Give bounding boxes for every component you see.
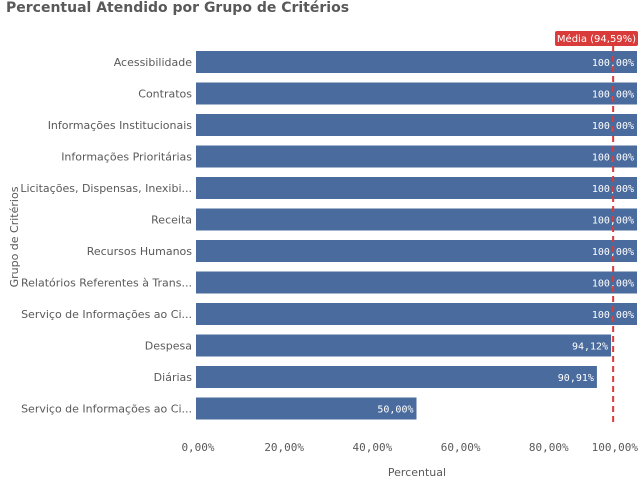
y-axis-title: Grupo de Critérios <box>8 186 21 287</box>
value-labels: 100,00%100,00%100,00%100,00%100,00%100,0… <box>377 58 634 416</box>
bar[interactable] <box>196 366 597 388</box>
bar[interactable] <box>196 397 417 420</box>
reference-label: Média (94,59%) <box>557 33 636 45</box>
bar[interactable] <box>196 303 637 325</box>
x-tick-label: 100,00% <box>592 441 639 454</box>
category-label: Informações Prioritárias <box>61 151 192 164</box>
category-label: Licitações, Dispensas, Inexibi... <box>20 182 192 195</box>
bar[interactable] <box>196 177 637 199</box>
x-tick-label: 80,00% <box>529 441 569 454</box>
bars-layer <box>196 51 637 420</box>
category-label: Diárias <box>154 371 193 384</box>
reference-label-box <box>555 31 638 46</box>
reference-line-group: Média (94,59%) <box>555 31 638 426</box>
category-label: Receita <box>151 214 192 227</box>
bar[interactable] <box>196 82 637 105</box>
category-label: Despesa <box>145 340 192 353</box>
bar[interactable] <box>196 240 637 262</box>
value-label: 100,00% <box>592 58 634 69</box>
category-label: Relatórios Referentes à Trans... <box>21 277 192 290</box>
x-tick-label: 0,00% <box>181 441 214 454</box>
category-label: Contratos <box>138 88 192 101</box>
category-label: Acessibilidade <box>114 56 193 69</box>
category-label: Serviço de Informações ao Ci... <box>21 403 192 416</box>
value-label: 100,00% <box>592 90 634 101</box>
value-label: 100,00% <box>592 279 634 290</box>
category-labels: Acessibilidade Contratos Informações Insti… <box>20 56 192 416</box>
x-axis-title: Percentual <box>388 466 446 479</box>
category-label: Recursos Humanos <box>87 245 193 258</box>
category-label: Serviço de Informações ao Ci... <box>21 308 192 321</box>
x-tick-label: 40,00% <box>353 441 393 454</box>
bar[interactable] <box>196 145 637 168</box>
bar[interactable] <box>196 51 637 73</box>
bar[interactable] <box>196 334 612 357</box>
category-label: Informações Institucionais <box>48 119 193 132</box>
x-tick-label: 60,00% <box>441 441 481 454</box>
x-axis-ticks: 0,00% 20,00% 40,00% 60,00% 80,00% 100,00% <box>181 441 638 454</box>
value-label: 100,00% <box>592 310 634 321</box>
value-label: 50,00% <box>377 405 413 416</box>
value-label: 90,91% <box>558 373 594 384</box>
bar[interactable] <box>196 208 637 231</box>
value-label: 100,00% <box>592 247 634 258</box>
chart-title: Percentual Atendido por Grupo de Critéri… <box>6 0 350 16</box>
x-tick-label: 20,00% <box>264 441 304 454</box>
value-label: 94,12% <box>572 342 608 353</box>
bar[interactable] <box>196 114 637 136</box>
bar[interactable] <box>196 271 637 294</box>
